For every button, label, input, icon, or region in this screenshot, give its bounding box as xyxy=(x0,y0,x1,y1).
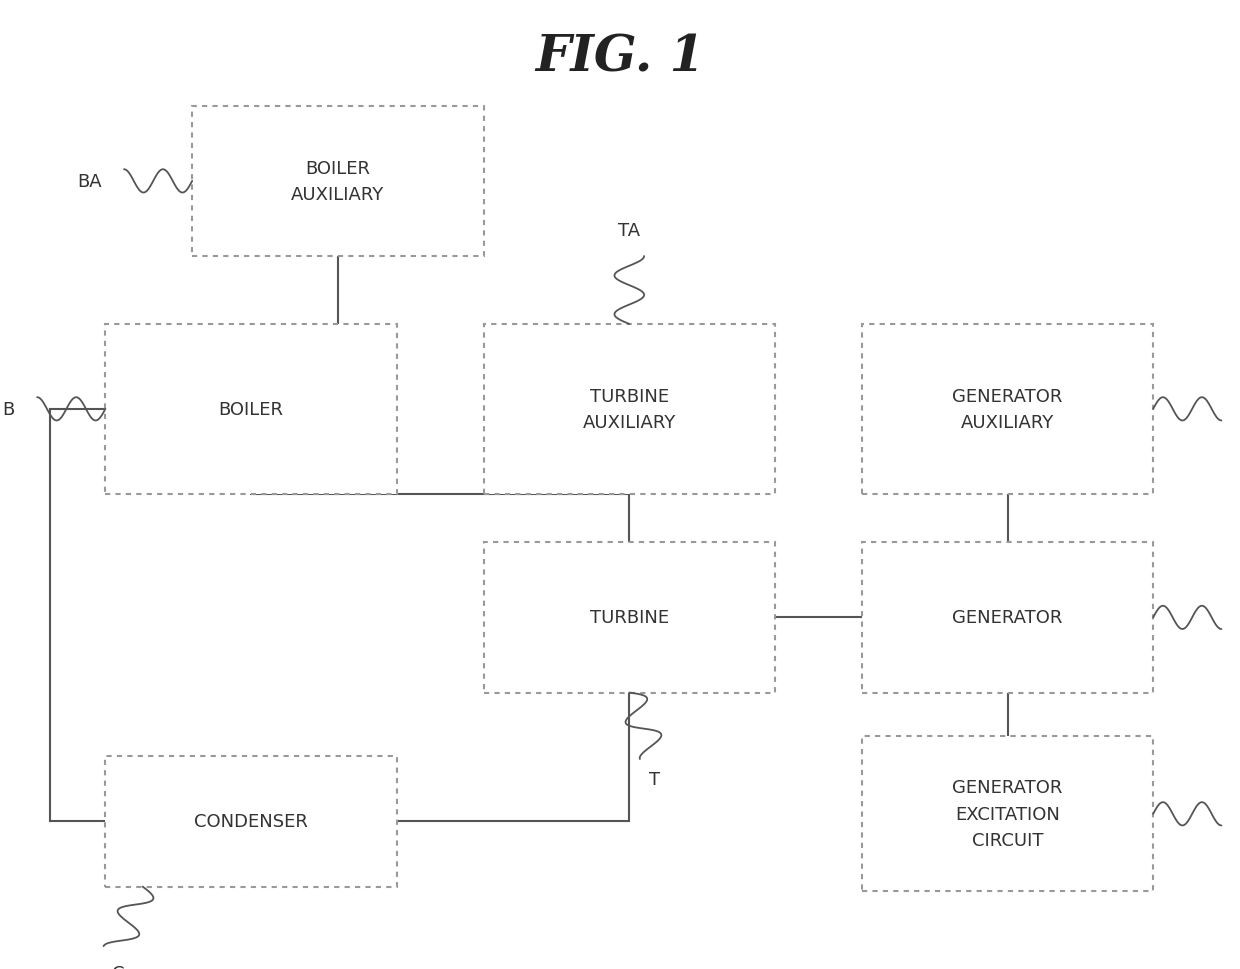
Bar xyxy=(484,325,775,494)
Text: GENERATOR
AUXILIARY: GENERATOR AUXILIARY xyxy=(952,388,1063,431)
Text: B: B xyxy=(2,400,15,419)
Text: BA: BA xyxy=(77,172,102,191)
Bar xyxy=(192,107,484,257)
Text: BOILER
AUXILIARY: BOILER AUXILIARY xyxy=(291,160,384,203)
Bar xyxy=(484,543,775,693)
Text: GENERATOR
EXCITATION
CIRCUIT: GENERATOR EXCITATION CIRCUIT xyxy=(952,779,1063,849)
Text: TURBINE: TURBINE xyxy=(590,609,668,627)
Text: GENERATOR: GENERATOR xyxy=(952,609,1063,627)
Bar xyxy=(862,543,1153,693)
Text: TA: TA xyxy=(619,221,640,239)
Text: T: T xyxy=(649,769,660,788)
Text: C: C xyxy=(112,963,124,969)
Text: FIG. 1: FIG. 1 xyxy=(536,34,704,83)
Text: CONDENSER: CONDENSER xyxy=(195,812,308,830)
Text: TURBINE
AUXILIARY: TURBINE AUXILIARY xyxy=(583,388,676,431)
Bar xyxy=(105,756,397,887)
Bar xyxy=(105,325,397,494)
Bar xyxy=(862,736,1153,891)
Bar xyxy=(862,325,1153,494)
Text: BOILER: BOILER xyxy=(218,400,284,419)
